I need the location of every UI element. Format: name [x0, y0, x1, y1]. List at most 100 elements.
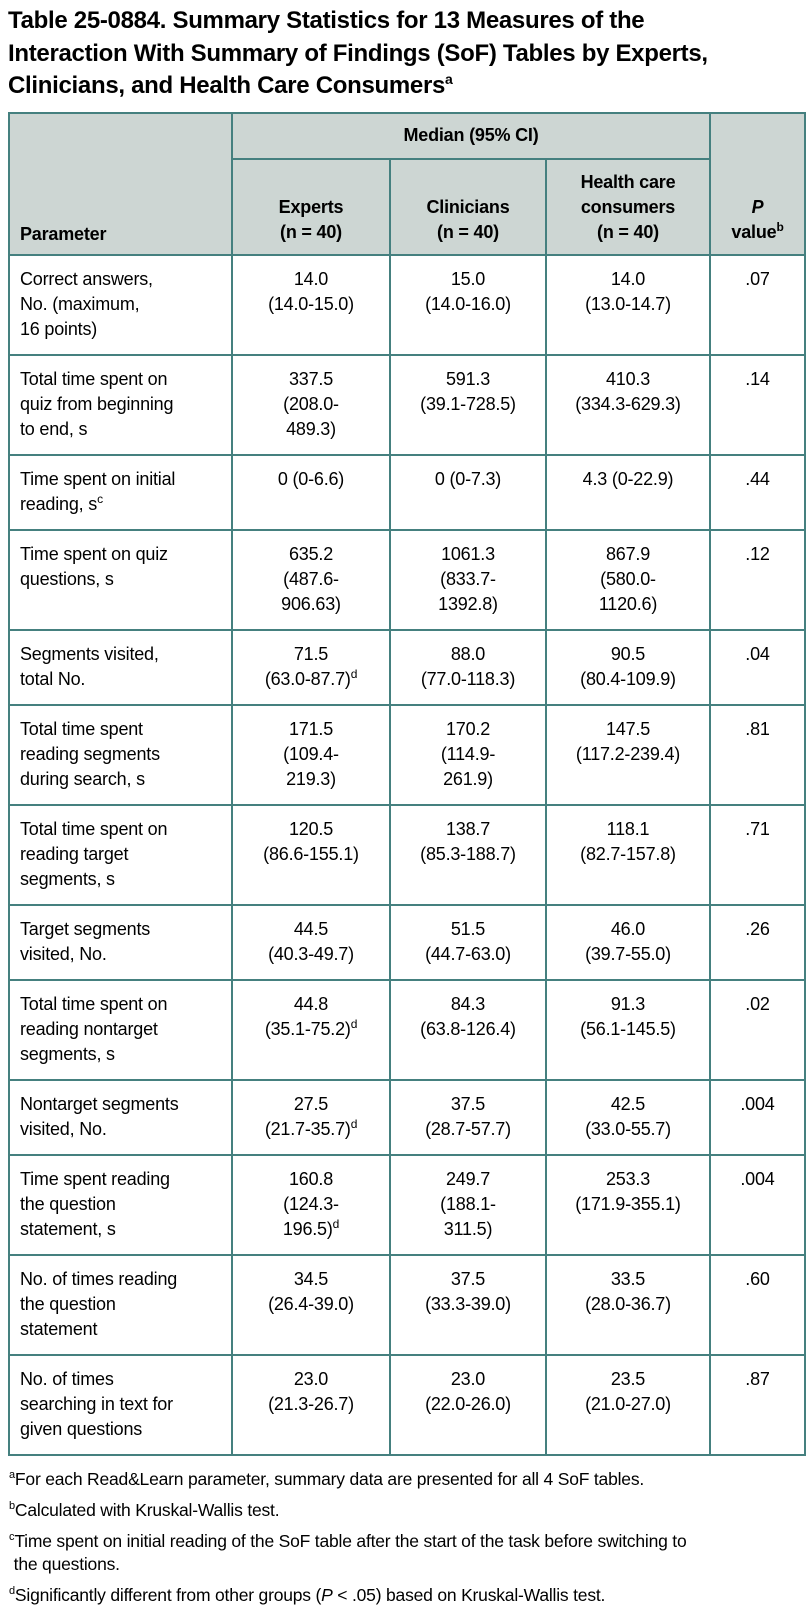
consumers-cell: 410.3 (334.3-629.3): [545, 353, 711, 456]
experts-cell: 337.5 (208.0- 489.3): [231, 353, 391, 456]
cell-text: 84.3 (63.8-126.4): [420, 993, 516, 1039]
p-value-cell: .81: [709, 703, 806, 806]
table-row: Total time spent on reading nontarget se…: [8, 978, 806, 1081]
clinicians-header: Clinicians (n = 40): [389, 157, 547, 256]
p-value-cell: .26: [709, 903, 806, 981]
cell-text: No. of times reading the question statem…: [20, 1268, 178, 1339]
p-label-rest: valueb: [715, 220, 800, 245]
cell-text: 34.5 (26.4-39.0): [268, 1268, 354, 1314]
footnote-marker: d: [350, 1116, 358, 1131]
experts-cell: 160.8 (124.3- 196.5)d: [231, 1153, 391, 1256]
footnote-text: Time spent on initial reading of the SoF…: [13, 1530, 687, 1574]
experts-cell: 14.0 (14.0-15.0): [231, 253, 391, 356]
clinicians-cell: 37.5 (33.3-39.0): [389, 1253, 547, 1356]
footnote-marker: d: [9, 1584, 15, 1597]
experts-cell: 635.2 (487.6- 906.63): [231, 528, 391, 631]
cell-text: .004: [740, 1168, 775, 1189]
cell-text: 0 (0-6.6): [277, 468, 345, 489]
p-value-cell: .07: [709, 253, 806, 356]
table-row: Total time spent on quiz from beginning …: [8, 353, 806, 456]
footnote-marker: d: [350, 666, 358, 681]
p-value-cell: .004: [709, 1078, 806, 1156]
clinicians-cell: 23.0 (22.0-26.0): [389, 1353, 547, 1456]
cell-text: 37.5 (28.7-57.7): [425, 1093, 511, 1139]
parameter-cell: Time spent reading the question statemen…: [8, 1153, 233, 1256]
cell-text: .07: [745, 268, 770, 289]
cell-text: 1061.3 (833.7- 1392.8): [438, 543, 498, 614]
cell-text: .04: [745, 643, 770, 664]
cell-text: 120.5 (86.6-155.1): [263, 818, 359, 864]
consumers-cell: 118.1 (82.7-157.8): [545, 803, 711, 906]
p-label: P: [715, 195, 800, 220]
footnote-marker: a: [9, 1468, 15, 1481]
cell-text: 91.3 (56.1-145.5): [580, 993, 676, 1039]
page-title: Table 25-0884. Summary Statistics for 13…: [8, 5, 804, 103]
cell-text: 591.3 (39.1-728.5): [420, 368, 516, 414]
title-footnote-marker: a: [445, 71, 453, 87]
parameter-cell: Time spent on initial reading, sc: [8, 453, 233, 531]
cell-text: Total time spent on reading target segme…: [20, 818, 168, 889]
cell-text: 23.0 (22.0-26.0): [425, 1368, 511, 1414]
cell-text: 90.5 (80.4-109.9): [580, 643, 676, 689]
cell-text: Target segments visited, No.: [20, 918, 151, 964]
parameter-cell: No. of times searching in text for given…: [8, 1353, 233, 1456]
cell-text: 337.5 (208.0- 489.3): [283, 368, 339, 439]
cell-text: .71: [745, 818, 770, 839]
table-row: Target segments visited, No. 44.5 (40.3-4…: [8, 903, 806, 981]
footnote-text: Calculated with Kruskal-Wallis test.: [14, 1499, 280, 1520]
p-value-cell: .004: [709, 1153, 806, 1256]
consumers-cell: 147.5 (117.2-239.4): [545, 703, 711, 806]
cell-text: 4.3 (0-22.9): [582, 468, 674, 489]
cell-text: 867.9 (580.0- 1120.6): [598, 543, 658, 614]
clinicians-cell: 591.3 (39.1-728.5): [389, 353, 547, 456]
p-value-cell: .44: [709, 453, 806, 531]
header-group-row: Parameter Median (95% CI) P valueb: [8, 111, 806, 256]
footnote-a: aFor each Read&Learn parameter, summary …: [9, 1468, 804, 1491]
table-row: No. of times searching in text for given…: [8, 1353, 806, 1456]
p-value-header: P valueb: [709, 111, 806, 256]
clinicians-cell: 15.0 (14.0-16.0): [389, 253, 547, 356]
footnote-text: < .05) based on Kruskal-Wallis test.: [332, 1584, 606, 1605]
cell-text: 46.0 (39.7-55.0): [585, 918, 671, 964]
table-header: Parameter Median (95% CI) P valueb Exper…: [8, 111, 806, 256]
clinicians-cell: 170.2 (114.9- 261.9): [389, 703, 547, 806]
experts-cell: 0 (0-6.6): [231, 453, 391, 531]
cell-text: 23.5 (21.0-27.0): [585, 1368, 671, 1414]
p-value-cell: .04: [709, 628, 806, 706]
cell-text: .81: [745, 718, 770, 739]
consumers-cell: 90.5 (80.4-109.9): [545, 628, 711, 706]
clinicians-cell: 138.7 (85.3-188.7): [389, 803, 547, 906]
cell-text: 147.5 (117.2-239.4): [575, 718, 681, 764]
cell-text: .02: [745, 993, 770, 1014]
footnote-marker: b: [776, 219, 784, 234]
footnote-marker: c: [9, 1530, 15, 1543]
cell-text: .14: [745, 368, 770, 389]
cell-text: 27.5 (21.7-35.7): [264, 1093, 351, 1139]
p-value-cell: .02: [709, 978, 806, 1081]
consumers-header: Health care consumers (n = 40): [545, 157, 711, 256]
cell-text: Total time spent reading segments during…: [20, 718, 160, 789]
cell-text: Nontarget segments visited, No.: [20, 1093, 179, 1139]
table-row: Correct answers, No. (maximum, 16 points…: [8, 253, 806, 356]
parameter-cell: No. of times reading the question statem…: [8, 1253, 233, 1356]
cell-text: 635.2 (487.6- 906.63): [281, 543, 341, 614]
experts-cell: 171.5 (109.4- 219.3): [231, 703, 391, 806]
cell-text: 171.5 (109.4- 219.3): [283, 718, 339, 789]
cell-text: 51.5 (44.7-63.0): [425, 918, 511, 964]
cell-text: .87: [745, 1368, 770, 1389]
p-value-cell: .87: [709, 1353, 806, 1456]
clinicians-cell: 88.0 (77.0-118.3): [389, 628, 547, 706]
cell-text: 33.5 (28.0-36.7): [585, 1268, 671, 1314]
consumers-cell: 33.5 (28.0-36.7): [545, 1253, 711, 1356]
cell-text: 71.5 (63.0-87.7): [264, 643, 351, 689]
cell-text: 138.7 (85.3-188.7): [420, 818, 516, 864]
parameter-cell: Total time spent on reading target segme…: [8, 803, 233, 906]
clinicians-cell: 249.7 (188.1- 311.5): [389, 1153, 547, 1256]
consumers-cell: 42.5 (33.0-55.7): [545, 1078, 711, 1156]
cell-text: 160.8 (124.3- 196.5): [282, 1168, 339, 1239]
title-text: Table 25-0884. Summary Statistics for 13…: [8, 7, 708, 99]
cell-text: .004: [740, 1093, 775, 1114]
median-group-header: Median (95% CI): [231, 111, 711, 160]
cell-text: .12: [745, 543, 770, 564]
